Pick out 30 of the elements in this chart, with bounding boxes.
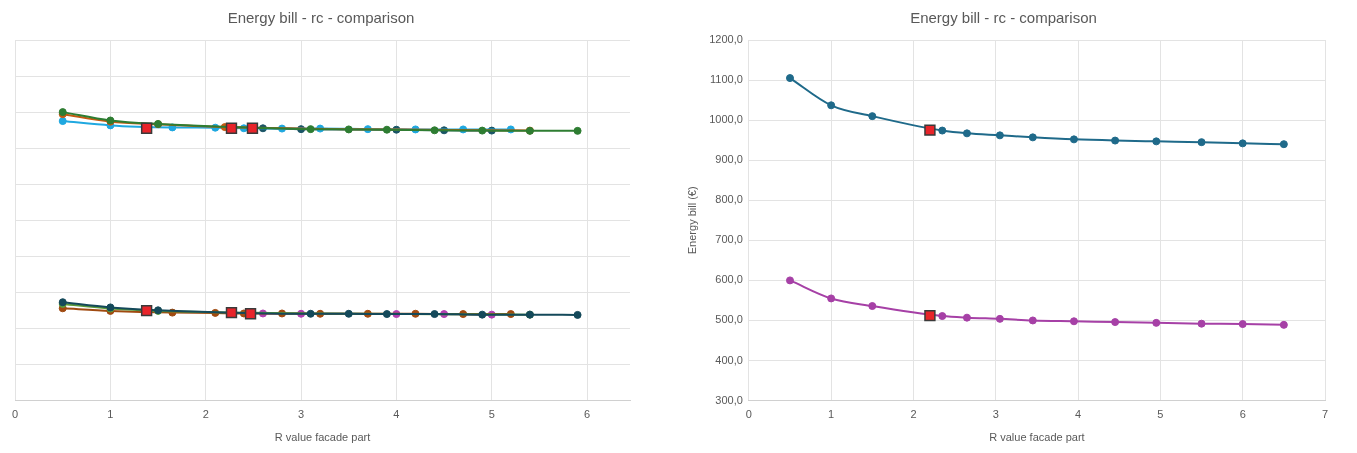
y-tick-label: 600,0 (715, 273, 743, 286)
x-tick-label: 4 (1075, 408, 1082, 421)
x-tick-label: 6 (584, 408, 591, 421)
x-tick-label: 2 (202, 408, 209, 421)
y-tick-label: 300,0 (715, 393, 743, 406)
x-tick-label: 0 (12, 408, 19, 421)
x-tick-label: 1 (107, 408, 114, 421)
y-tick-label: 700,0 (715, 233, 743, 246)
x-axis-title: R value facade part (989, 431, 1085, 444)
y-tick-label: 1200,0 (709, 33, 743, 46)
x-axis-title: R value facade part (274, 431, 371, 444)
chart-title: Energy bill - rc - comparison (910, 9, 1097, 27)
x-tick-label: 7 (1321, 408, 1329, 421)
x-tick-label: 0 (745, 408, 752, 421)
y-tick-label: 1100,0 (710, 73, 743, 86)
y-tick-label: 500,0 (715, 313, 743, 326)
y-axis-title: Energy bill (€) (685, 186, 698, 255)
x-tick-label: 5 (1157, 408, 1164, 421)
y-tick-label: 800,0 (715, 193, 743, 206)
x-tick-label: 1 (828, 408, 835, 421)
x-tick-label: 4 (393, 408, 400, 421)
x-tick-label: 2 (910, 408, 917, 421)
x-tick-label: 3 (298, 408, 305, 421)
y-tick-label: 1000,0 (709, 113, 743, 126)
y-tick-label: 400,0 (715, 353, 743, 366)
x-tick-label: 3 (992, 408, 999, 421)
chart-title: Energy bill - rc - comparison (227, 9, 415, 27)
y-tick-label: 900,0 (715, 153, 743, 166)
x-tick-label: 6 (1239, 408, 1246, 421)
x-tick-label: 5 (488, 408, 495, 421)
